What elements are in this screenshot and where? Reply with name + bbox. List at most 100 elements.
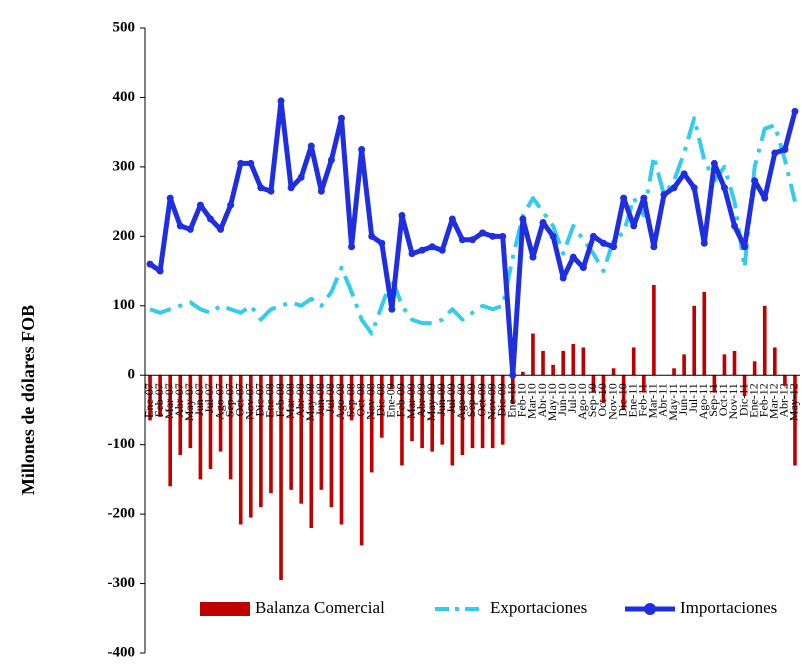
bar — [299, 375, 304, 504]
bar — [641, 375, 646, 393]
x-tick-label: Ene-09 — [384, 383, 398, 418]
bar — [551, 364, 555, 376]
bar — [672, 368, 676, 376]
point — [509, 371, 517, 379]
point — [579, 264, 587, 272]
point — [731, 222, 738, 230]
x-tick-label: Dic-08 — [374, 383, 388, 416]
x-tick-label: Oct-11 — [716, 383, 730, 416]
legend-label: Exportaciones — [490, 598, 587, 617]
bar — [248, 375, 253, 518]
bar — [742, 375, 747, 397]
bar — [712, 375, 717, 393]
x-tick-label: Ene-12 — [746, 383, 760, 418]
legend-marker — [644, 603, 656, 615]
point — [277, 97, 285, 105]
x-tick-label: Abr-07 — [172, 383, 186, 417]
point — [529, 253, 537, 261]
bar — [188, 375, 193, 449]
bar — [652, 284, 656, 376]
bar — [702, 291, 707, 376]
point — [791, 107, 799, 115]
point — [166, 194, 174, 202]
bar — [269, 375, 273, 494]
bar — [621, 375, 626, 410]
point — [479, 229, 487, 237]
point — [741, 243, 749, 251]
x-tick-label: Ene-08 — [263, 383, 277, 418]
point — [660, 191, 668, 199]
bar — [329, 375, 334, 508]
x-tick-label: Feb-08 — [273, 383, 287, 417]
x-tick-label: Feb-11 — [636, 383, 650, 417]
point — [196, 201, 204, 209]
bar — [228, 375, 233, 480]
x-tick-label: Abr-09 — [414, 383, 428, 417]
legend-label: Balanza Comercial — [255, 598, 385, 617]
x-tick-label: Ago-10 — [575, 383, 589, 420]
bar — [279, 375, 283, 581]
bar — [500, 375, 505, 445]
x-tick-label: Dic-10 — [615, 383, 629, 416]
point — [438, 246, 446, 254]
legend-label: Importaciones — [680, 598, 777, 617]
x-tick-label: Ene-07 — [142, 383, 156, 418]
x-tick-label: Mar-08 — [283, 383, 297, 419]
point — [761, 194, 769, 202]
bar — [259, 375, 263, 508]
y-tick-label: 200 — [113, 228, 136, 244]
x-tick-label: Ago-08 — [333, 383, 347, 420]
bar — [732, 350, 737, 376]
x-tick-label: Ene-11 — [625, 383, 639, 417]
bar — [682, 354, 686, 376]
x-tick-label: Jun-08 — [313, 383, 327, 416]
x-tick-label: Jul-08 — [323, 383, 337, 413]
bar — [178, 375, 183, 456]
point — [680, 170, 688, 178]
x-tick-label: May-11 — [666, 383, 680, 421]
y-tick-label: 0 — [128, 367, 136, 383]
point — [700, 239, 708, 247]
point — [398, 212, 406, 219]
point — [499, 232, 507, 240]
x-tick-label: Abr-08 — [293, 383, 307, 417]
bar — [349, 375, 354, 421]
bar — [450, 375, 455, 466]
point — [690, 184, 698, 192]
point — [358, 146, 366, 154]
point — [408, 250, 416, 258]
x-tick-label: Mar-09 — [404, 383, 418, 419]
x-tick-label: Ago-11 — [696, 383, 710, 419]
y-tick-label: -200 — [108, 506, 136, 522]
y-tick-label: -300 — [108, 575, 136, 591]
point — [539, 218, 547, 226]
bar — [148, 375, 152, 421]
series-line — [149, 116, 797, 336]
y-tick-label: -100 — [108, 436, 136, 452]
x-tick-label: Mar-12 — [767, 383, 781, 419]
x-tick-label: Feb-09 — [394, 383, 408, 417]
bar — [601, 375, 606, 403]
y-tick-label: -400 — [108, 644, 136, 660]
point — [751, 177, 759, 185]
x-tick-label: Jul-10 — [565, 383, 579, 413]
bar — [238, 375, 243, 525]
point — [207, 215, 214, 223]
point — [771, 149, 779, 157]
point — [247, 159, 255, 167]
point — [519, 215, 527, 223]
point — [287, 184, 295, 192]
point — [338, 114, 345, 122]
point — [589, 232, 597, 240]
x-tick-label: May-10 — [545, 383, 559, 421]
x-tick-label: Oct-08 — [353, 383, 367, 416]
bar — [168, 375, 173, 487]
point — [650, 243, 658, 251]
bar — [591, 375, 596, 393]
point — [781, 146, 789, 154]
y-tick-label: 300 — [113, 158, 136, 174]
bar — [470, 375, 475, 449]
point — [297, 173, 305, 181]
point — [418, 246, 426, 254]
x-tick-label: Jun-11 — [676, 383, 690, 415]
